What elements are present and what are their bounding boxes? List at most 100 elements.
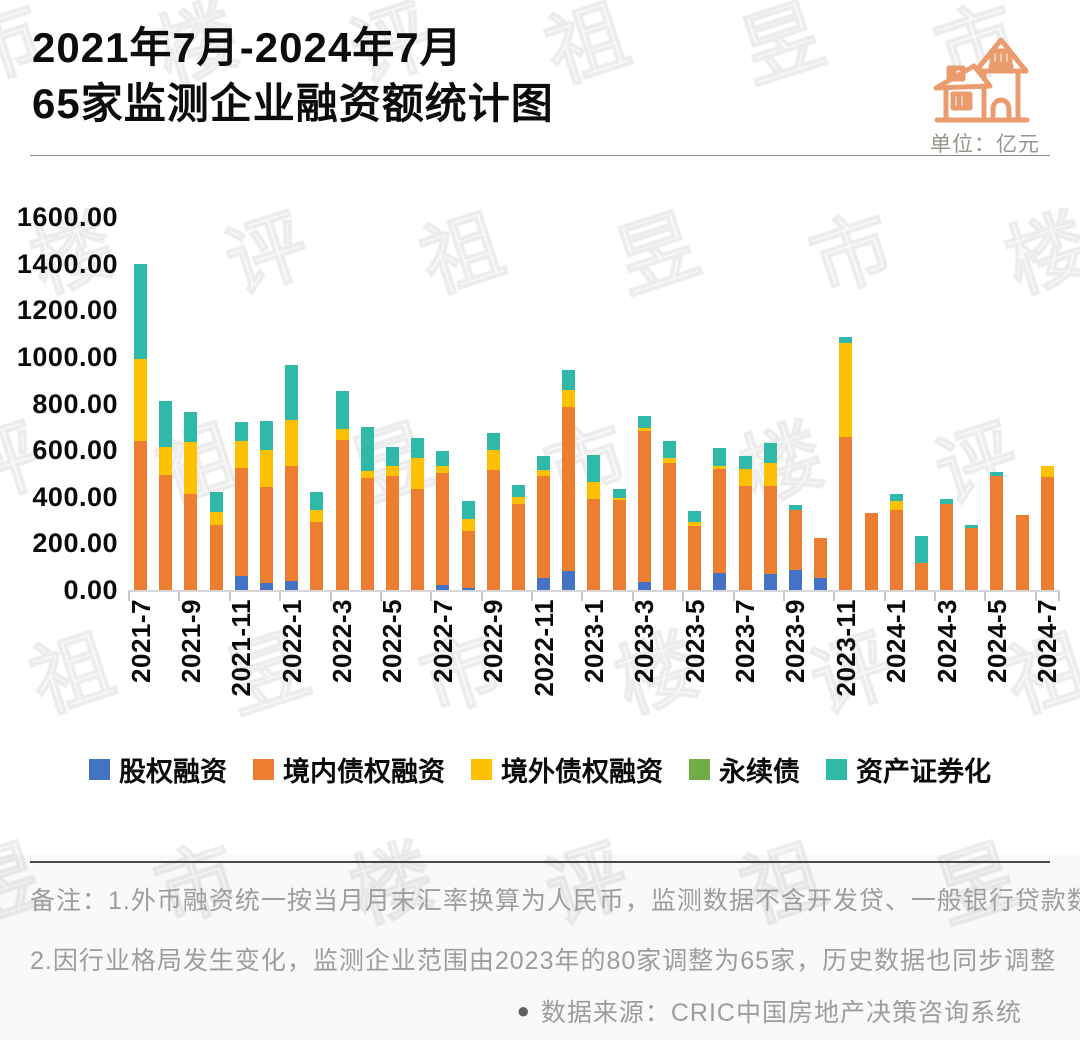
axis-tick	[329, 592, 332, 601]
bar-slot-2023-11: 2023-11	[831, 217, 861, 696]
segment-asset-securitization-2024-4	[965, 524, 979, 529]
segment-equity-financing-2023-10	[814, 578, 828, 590]
stacked-bar-2021-11	[234, 422, 248, 590]
segment-domestic-debt-financing-2023-6	[713, 468, 727, 573]
legend-item-perpetual-bonds: 永续债	[689, 750, 800, 789]
y-tick-label-1200.00: 1200.00	[16, 295, 118, 326]
stacked-bar-2022-6	[411, 438, 425, 590]
segment-equity-financing-2023-3	[637, 581, 651, 590]
axis-tick	[581, 592, 584, 601]
x-tick-label-2022-9: 2022-9	[478, 599, 509, 683]
segment-overseas-debt-financing-2022-8	[461, 518, 475, 531]
stacked-bar-2023-5	[688, 510, 702, 590]
bar-slot-2024-6	[1010, 217, 1035, 590]
segment-domestic-debt-financing-2024-5	[990, 475, 1004, 590]
segment-asset-securitization-2022-3	[335, 390, 349, 430]
segment-equity-financing-2022-1	[285, 580, 299, 590]
footer-divider	[30, 861, 1050, 863]
segment-overseas-debt-financing-2022-7	[436, 466, 450, 474]
watermark-char: 昱	[729, 0, 834, 100]
segment-domestic-debt-financing-2023-3	[637, 431, 651, 582]
segment-asset-securitization-2023-7	[738, 455, 752, 469]
x-tick-label-2022-5: 2022-5	[377, 599, 408, 683]
x-tick-label-2022-11: 2022-11	[528, 599, 559, 697]
stacked-bar-2023-9	[788, 504, 802, 590]
segment-asset-securitization-2023-6	[713, 447, 727, 467]
segment-overseas-debt-financing-2023-2	[612, 497, 626, 501]
stacked-bar-2024-3	[940, 499, 954, 590]
y-tick-label-1600.00: 1600.00	[16, 202, 118, 232]
segment-domestic-debt-financing-2022-12	[562, 407, 576, 572]
footnote-1: 备注：1.外币融资统一按当月月末汇率换算为人民币，监测数据不含开发贷、一般银行贷…	[30, 887, 1080, 915]
bullet-icon: ●	[516, 998, 531, 1023]
segment-asset-securitization-2021-9	[184, 411, 198, 442]
segment-overseas-debt-financing-2022-10	[511, 496, 525, 504]
segment-equity-financing-2022-12	[562, 571, 576, 590]
segment-domestic-debt-financing-2021-11	[234, 467, 248, 577]
segment-domestic-debt-financing-2021-10	[209, 524, 223, 590]
footer: 备注：1.外币融资统一按当月月末汇率换算为人民币，监测数据不含开发贷、一般银行贷…	[0, 855, 1080, 1040]
segment-domestic-debt-financing-2024-1	[889, 509, 903, 590]
legend-item-asset-securitization: 资产证券化	[826, 750, 991, 789]
bar-slot-2022-9: 2022-9	[478, 217, 508, 683]
segment-asset-securitization-2024-3	[940, 499, 954, 504]
segment-asset-securitization-2022-10	[511, 485, 525, 497]
segment-domestic-debt-financing-2021-9	[184, 494, 198, 590]
x-tick-label-2024-7: 2024-7	[1032, 599, 1063, 683]
bar-slot-2023-5: 2023-5	[680, 217, 710, 683]
legend-swatch-domestic-debt-financing	[253, 759, 274, 780]
legend-item-equity-financing: 股权融资	[89, 750, 227, 789]
segment-domestic-debt-financing-2021-7	[134, 440, 148, 590]
stacked-bar-2023-2	[612, 488, 626, 590]
title-line-2: 65家监测企业融资额统计图	[32, 79, 554, 127]
axis-tick	[279, 592, 282, 601]
x-tick-label-2023-1: 2023-1	[578, 599, 609, 683]
stacked-bar-2022-1	[285, 365, 299, 590]
y-tick-label-1400.00: 1400.00	[16, 248, 118, 279]
stacked-bar-2023-6	[713, 447, 727, 590]
segment-asset-securitization-2021-12	[260, 421, 274, 451]
segment-overseas-debt-financing-2024-1	[889, 501, 903, 510]
segment-equity-financing-2023-6	[713, 572, 727, 590]
segment-overseas-debt-financing-2022-6	[411, 458, 425, 489]
segment-asset-securitization-2022-5	[385, 446, 399, 467]
bar-slot-2022-8	[455, 217, 480, 590]
segment-domestic-debt-financing-2021-8	[159, 474, 173, 590]
x-tick-label-2022-7: 2022-7	[427, 599, 458, 683]
segment-domestic-debt-financing-2022-3	[335, 439, 349, 590]
segment-domestic-debt-financing-2022-5	[385, 475, 399, 590]
segment-domestic-debt-financing-2022-6	[411, 488, 425, 590]
axis-tick	[682, 592, 685, 601]
bar-slot-2023-4	[657, 217, 682, 590]
stacked-bar-2022-8	[461, 501, 475, 590]
segment-asset-securitization-2022-1	[285, 365, 299, 420]
legend-label-perpetual-bonds: 永续债	[719, 757, 800, 787]
stacked-bar-2024-1	[889, 494, 903, 590]
segment-asset-securitization-2022-12	[562, 369, 576, 390]
segment-asset-securitization-2023-5	[688, 510, 702, 523]
segment-asset-securitization-2022-11	[537, 455, 551, 470]
stacked-bar-2022-4	[360, 426, 374, 590]
legend-swatch-perpetual-bonds	[689, 759, 710, 780]
bar-slot-2021-7: 2021-7	[126, 217, 156, 683]
segment-asset-securitization-2022-8	[461, 501, 475, 519]
x-tick-label-2024-5: 2024-5	[981, 599, 1012, 683]
x-tick-label-2023-9: 2023-9	[780, 599, 811, 683]
axis-tick	[732, 592, 735, 601]
bar-slot-2022-10	[506, 217, 531, 590]
bar-slot-2023-12	[858, 217, 883, 590]
segment-equity-financing-2022-7	[436, 585, 450, 590]
legend-label-equity-financing: 股权融资	[119, 757, 227, 787]
y-tick-label-200.00: 200.00	[32, 528, 118, 559]
stacked-bar-2022-5	[385, 446, 399, 590]
segment-domestic-debt-financing-2023-4	[663, 462, 677, 590]
segment-overseas-debt-financing-2021-11	[234, 440, 248, 468]
axis-tick	[128, 592, 130, 601]
segment-domestic-debt-financing-2022-8	[461, 530, 475, 588]
stacked-bar-2024-4	[965, 524, 979, 590]
bar-slot-2024-5: 2024-5	[982, 217, 1012, 683]
axis-tick	[430, 592, 433, 601]
axis-tick	[379, 592, 382, 601]
segment-overseas-debt-financing-2023-5	[688, 522, 702, 526]
segment-overseas-debt-financing-2023-1	[587, 481, 601, 500]
